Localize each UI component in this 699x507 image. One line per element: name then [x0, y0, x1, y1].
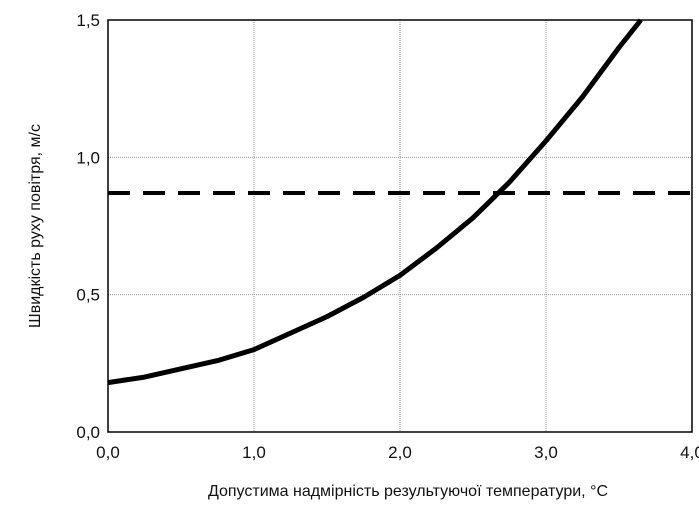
series-layer — [107, 18, 692, 386]
y-tick-label: 1,0 — [76, 148, 100, 167]
tick-labels: 0,0 1,0 2,0 3,0 4,0 0,0 0,5 1,0 1,5 — [76, 11, 699, 462]
x-tick-label: 0,0 — [96, 443, 120, 462]
plot-frame — [107, 19, 693, 433]
grid — [108, 20, 692, 432]
x-tick-label: 3,0 — [534, 443, 558, 462]
curve-line — [107, 18, 643, 386]
y-tick-label: 1,5 — [76, 11, 100, 30]
y-tick-label: 0,5 — [76, 286, 100, 305]
x-tick-label: 2,0 — [388, 443, 412, 462]
x-tick-label: 4,0 — [680, 443, 699, 462]
y-axis-label: Швидкість руху повітря, м/с — [27, 124, 44, 328]
x-tick-label: 1,0 — [242, 443, 266, 462]
x-axis-label: Допустима надмірність результуючої темпе… — [208, 483, 608, 500]
y-tick-label: 0,0 — [76, 423, 100, 442]
